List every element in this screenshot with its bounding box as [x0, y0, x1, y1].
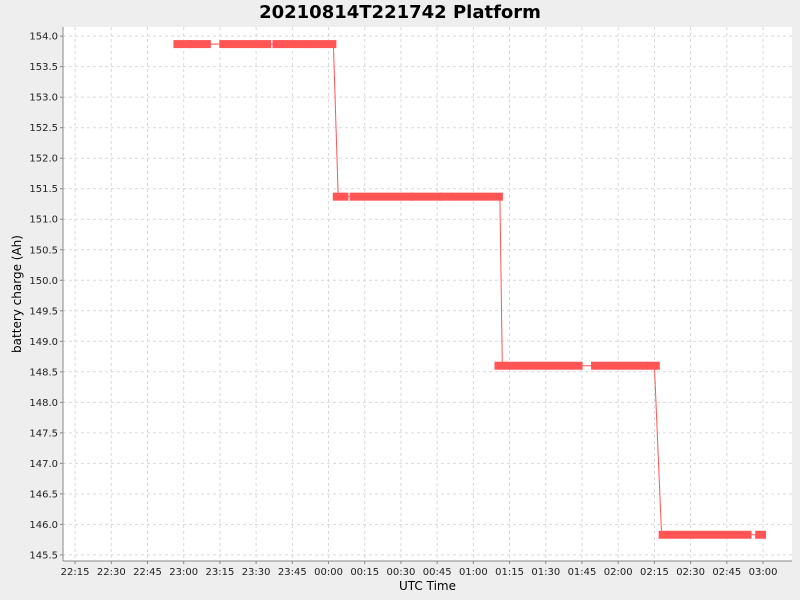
x-tick-label: 02:15 [640, 567, 669, 578]
x-tick-label: 02:00 [604, 567, 633, 578]
x-tick-label: 00:15 [350, 567, 379, 578]
data-marker-run [173, 40, 182, 49]
data-marker-run [349, 192, 414, 201]
y-tick-label: 146.0 [29, 520, 58, 531]
y-tick-label: 150.0 [29, 276, 58, 287]
y-tick-label: 153.0 [29, 93, 58, 104]
y-tick-label: 152.5 [29, 123, 58, 134]
y-tick-label: 152.0 [29, 154, 58, 165]
x-tick-label: 22:30 [97, 567, 126, 578]
y-tick-label: 150.5 [29, 245, 58, 256]
series-layer [173, 40, 767, 539]
x-tick-label: 02:30 [676, 567, 705, 578]
x-tick-label: 01:00 [459, 567, 488, 578]
x-tick-label: 23:45 [278, 567, 307, 578]
grid-layer [63, 27, 792, 561]
x-tick-label: 00:30 [387, 567, 416, 578]
y-tick-label: 146.5 [29, 489, 58, 500]
y-tick-label: 149.5 [29, 306, 58, 317]
x-tick-label: 00:45 [423, 567, 452, 578]
data-marker-run [494, 361, 583, 370]
x-tick-label: 22:45 [133, 567, 162, 578]
series-line [176, 43, 763, 536]
x-tick-label: 00:00 [314, 567, 343, 578]
x-tick-label: 01:30 [531, 567, 560, 578]
data-marker-run [658, 530, 752, 539]
x-tick-label: 23:15 [205, 567, 234, 578]
data-marker-run [451, 192, 503, 201]
data-marker-run [187, 40, 211, 49]
data-marker-run [282, 40, 308, 49]
y-tick-label: 154.0 [29, 32, 58, 43]
data-marker-run [180, 40, 192, 49]
data-marker-run [219, 40, 272, 49]
y-tick-label: 153.5 [29, 62, 58, 73]
data-marker-run [410, 192, 443, 201]
y-tick-label: 148.5 [29, 367, 58, 378]
chart-title: 20210814T221742 Platform [259, 2, 541, 23]
plot-area [63, 27, 792, 561]
x-axis-title: UTC Time [399, 579, 456, 593]
x-tick-label: 02:45 [712, 567, 741, 578]
data-marker-run [755, 530, 767, 539]
axis-layer: 145.5 146.0 146.5 147.0 147.5 148.0 148.5 149.0… [29, 27, 792, 578]
x-tick-label: 01:15 [495, 567, 524, 578]
y-tick-label: 149.0 [29, 337, 58, 348]
y-axis-title: battery charge (Ah) [10, 235, 24, 353]
y-tick-label: 148.0 [29, 398, 58, 409]
y-tick-label: 147.5 [29, 428, 58, 439]
data-marker-run [591, 361, 648, 370]
x-tick-label: 01:45 [568, 567, 597, 578]
y-tick-label: 151.5 [29, 184, 58, 195]
x-tick-label: 23:30 [242, 567, 271, 578]
data-marker-run [438, 192, 453, 201]
data-marker-run [272, 40, 284, 49]
data-marker-run [332, 192, 349, 201]
y-tick-label: 151.0 [29, 215, 58, 226]
x-tick-label: 22:15 [61, 567, 90, 578]
data-marker-run [646, 361, 660, 370]
data-marker-run [306, 40, 337, 49]
x-tick-label: 03:00 [749, 567, 778, 578]
y-tick-label: 145.5 [29, 550, 58, 561]
x-tick-label: 23:00 [169, 567, 198, 578]
y-tick-label: 147.0 [29, 459, 58, 470]
